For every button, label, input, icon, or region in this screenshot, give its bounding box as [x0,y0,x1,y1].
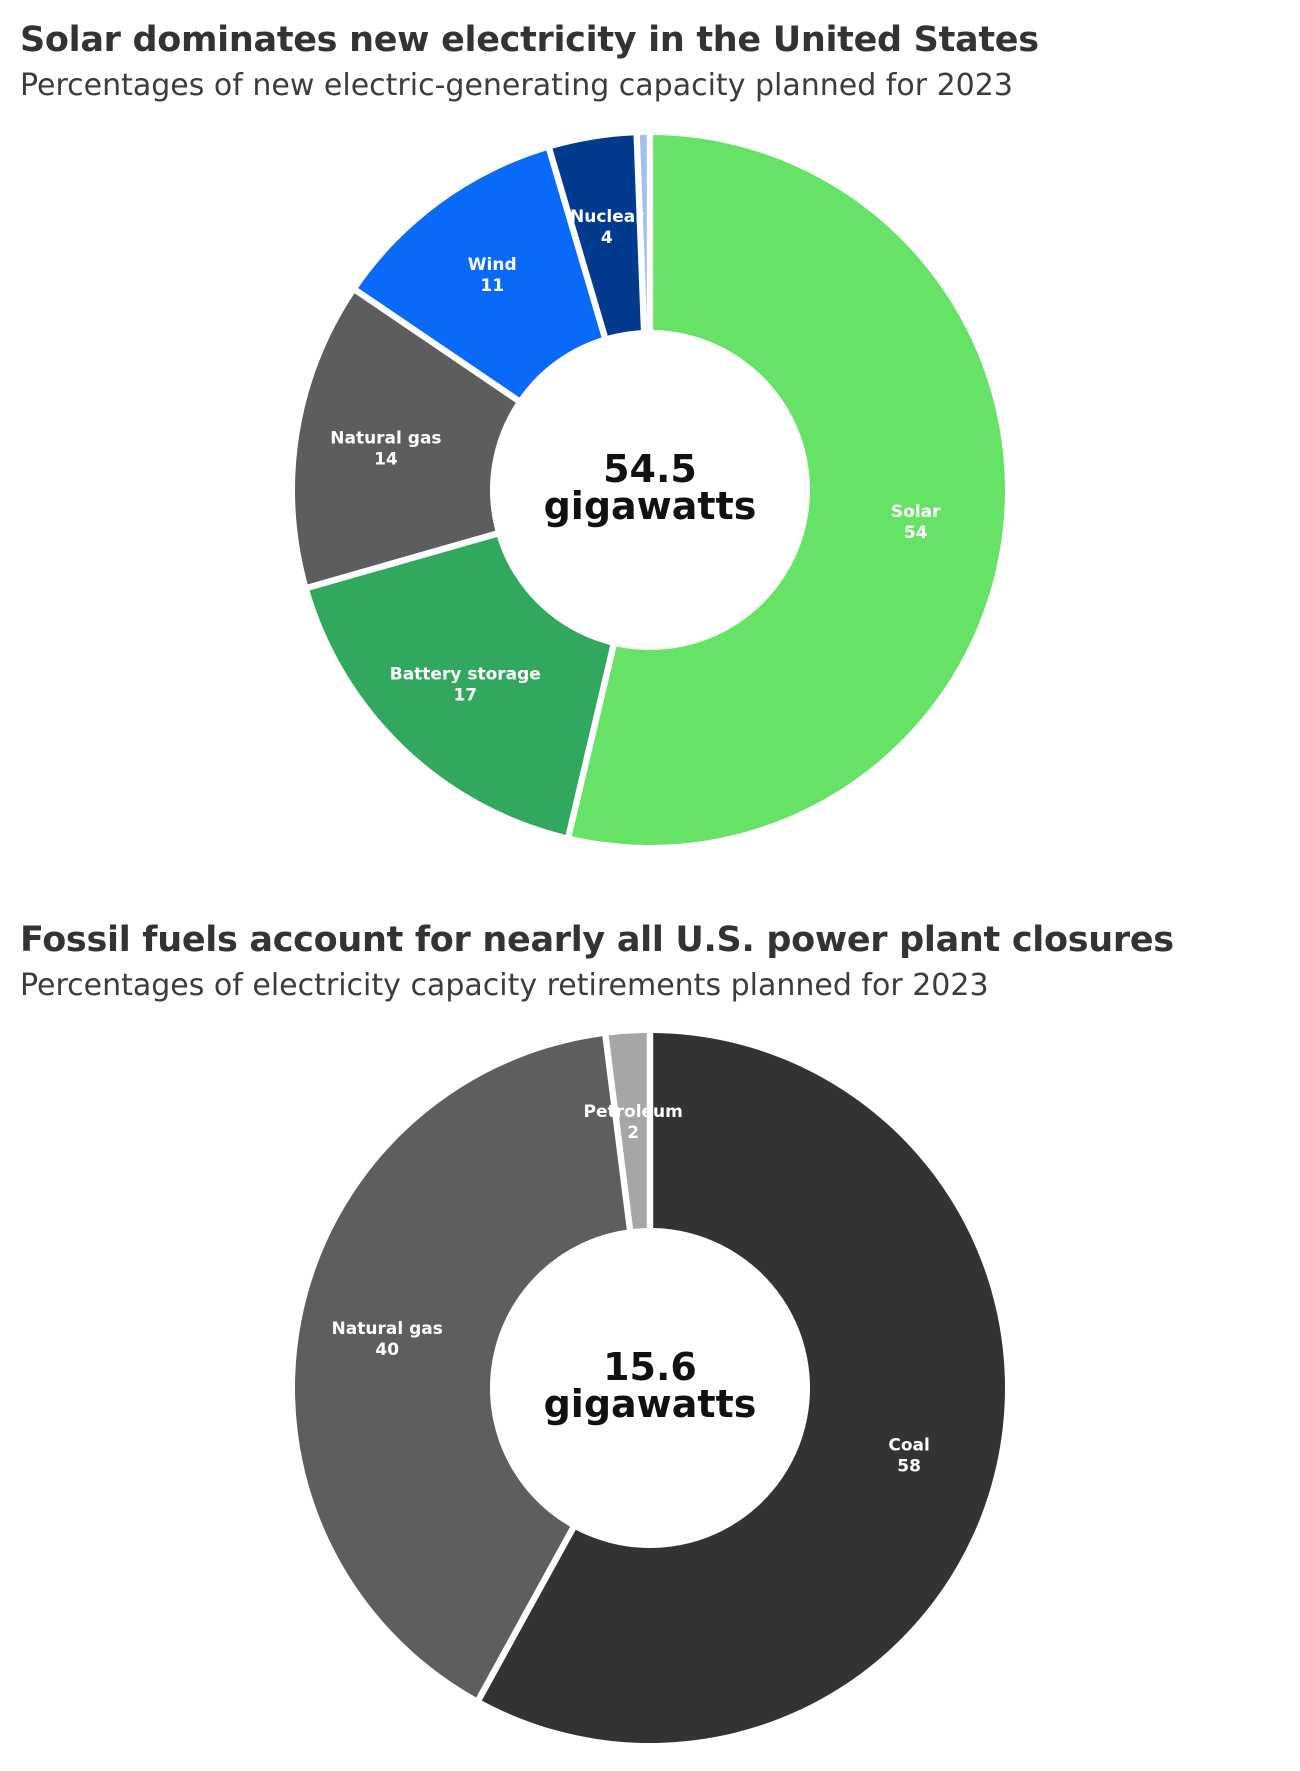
slices-group [294,1033,1005,1743]
slice-label-petroleum: Petroleum [584,1102,683,1122]
slice-natural-gas [294,1036,627,1698]
slice-solar [571,135,1005,845]
slice-wind [358,150,602,398]
slice-value-nuclear: 4 [601,228,613,248]
center-unit: gigawatts [544,1382,757,1426]
slice-label-natural-gas: Natural gas [332,1319,443,1339]
slice-battery-storage [309,536,611,835]
slice-value-wind: 11 [480,276,504,296]
slice-label-nuclear: Nuclear [570,207,644,227]
slice-label-wind: Wind [468,255,517,275]
chart-new-capacity: Solar dominates new electricity in the U… [0,0,1300,880]
slice-natural-gas [294,293,516,585]
slice-value-natural-gas: 40 [375,1340,399,1360]
slice-label-battery-storage: Battery storage [390,665,541,685]
chart-subtitle: Percentages of electricity capacity reti… [20,968,989,1003]
slices-group [294,135,1005,845]
center-value: 15.6 [603,1345,697,1389]
center-value: 54.5 [603,447,697,491]
center-unit: gigawatts [544,484,757,528]
slice-label-solar: Solar [891,502,941,522]
chart-subtitle: Percentages of new electric-generating c… [20,68,1013,103]
slice-value-petroleum: 2 [627,1123,639,1143]
slice-value-coal: 58 [897,1457,921,1477]
slice-unlabeled [639,135,648,331]
slice-value-natural-gas: 14 [374,450,398,470]
slice-value-solar: 54 [904,523,928,543]
chart-retirements: Fossil fuels account for nearly all U.S.… [0,890,1300,1771]
slice-nuclear [552,135,641,336]
slice-label-natural-gas: Natural gas [330,429,441,449]
chart-title: Solar dominates new electricity in the U… [20,20,1039,60]
slice-petroleum [608,1033,647,1229]
slice-value-battery-storage: 17 [453,686,477,706]
slice-label-coal: Coal [888,1436,929,1456]
slice-coal [481,1033,1005,1743]
chart-title: Fossil fuels account for nearly all U.S.… [20,920,1174,960]
